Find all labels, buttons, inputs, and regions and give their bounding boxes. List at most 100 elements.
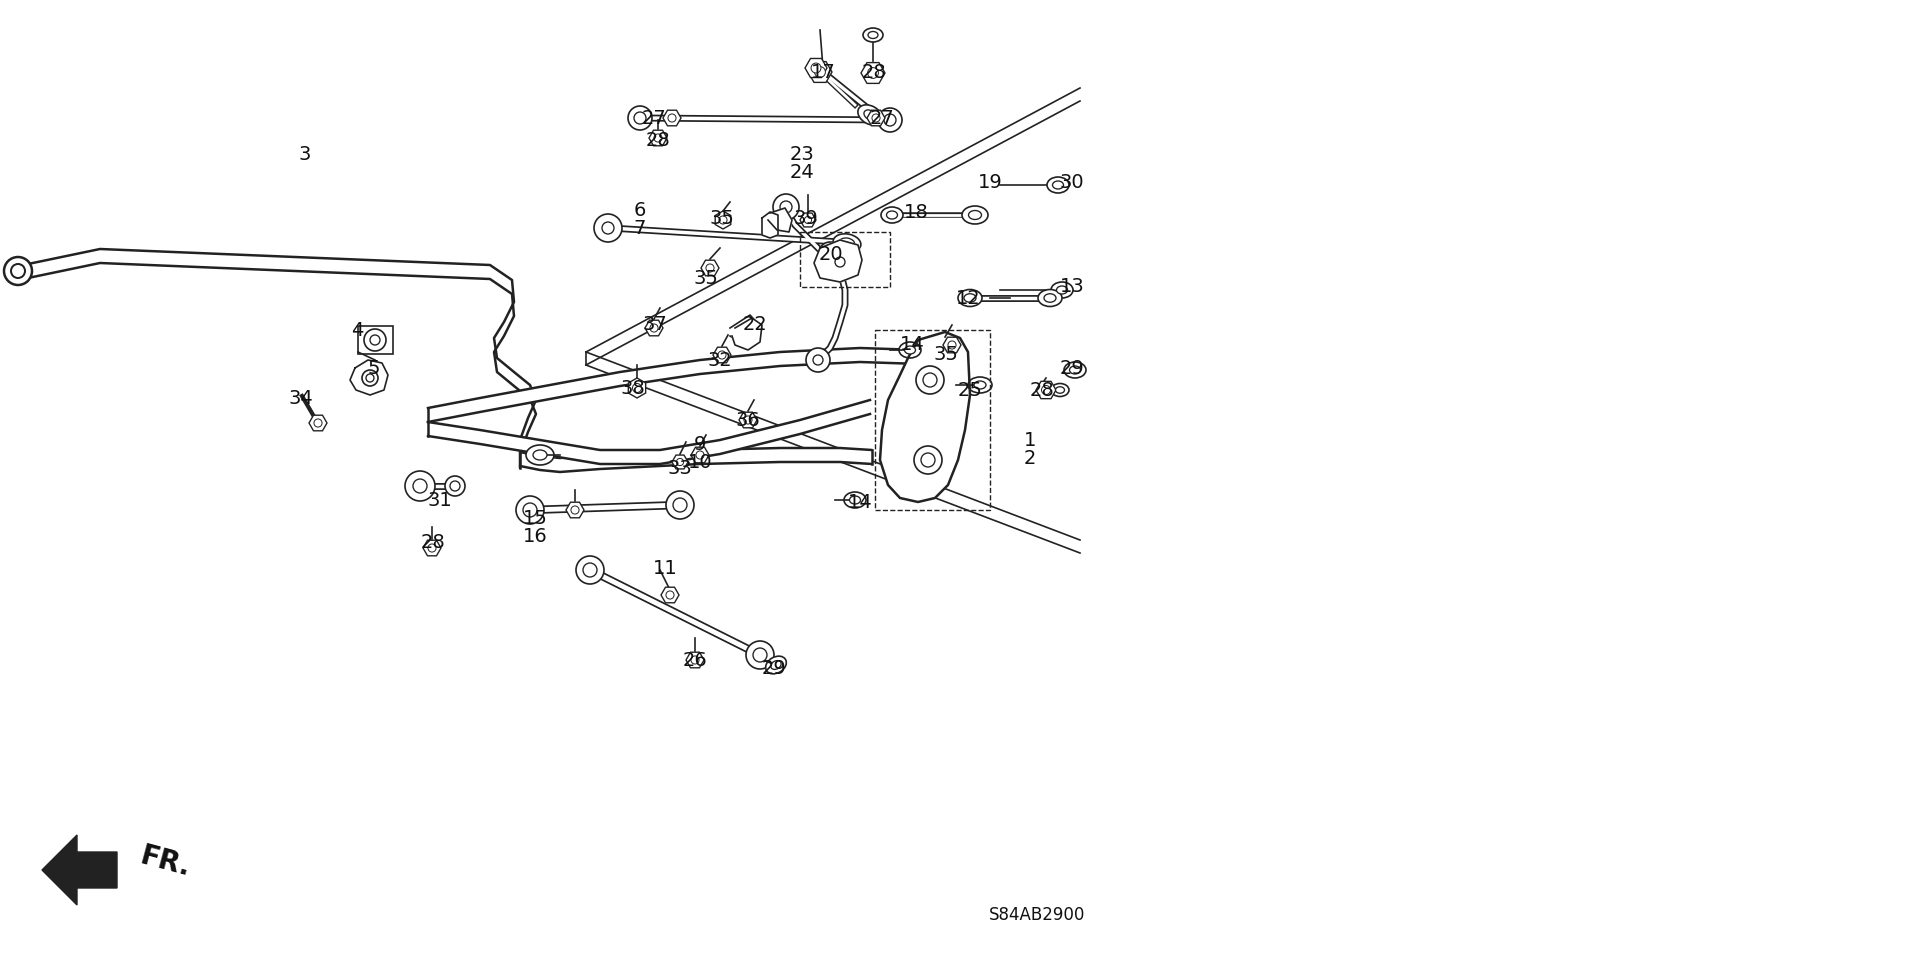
Text: 39: 39 — [793, 208, 818, 228]
Polygon shape — [943, 337, 962, 352]
Circle shape — [405, 471, 436, 501]
Circle shape — [718, 351, 726, 359]
Circle shape — [628, 106, 653, 130]
Ellipse shape — [962, 206, 989, 224]
Text: 12: 12 — [956, 289, 981, 307]
Circle shape — [774, 194, 799, 220]
Ellipse shape — [1056, 387, 1064, 394]
Text: 32: 32 — [708, 350, 732, 370]
Text: 11: 11 — [653, 559, 678, 578]
Circle shape — [877, 108, 902, 132]
Polygon shape — [428, 400, 870, 464]
Circle shape — [676, 459, 684, 466]
Polygon shape — [768, 208, 791, 232]
Circle shape — [747, 641, 774, 669]
Circle shape — [743, 416, 753, 424]
Ellipse shape — [839, 238, 854, 248]
Ellipse shape — [766, 656, 787, 674]
Polygon shape — [716, 211, 732, 229]
Polygon shape — [701, 260, 718, 276]
Polygon shape — [1037, 381, 1056, 398]
Bar — [876, 330, 991, 510]
Ellipse shape — [845, 492, 866, 508]
Text: 14: 14 — [900, 335, 924, 354]
Polygon shape — [428, 348, 920, 422]
Ellipse shape — [1039, 290, 1062, 306]
Circle shape — [603, 222, 614, 234]
Polygon shape — [801, 213, 816, 227]
Ellipse shape — [958, 290, 981, 306]
Circle shape — [924, 373, 937, 387]
Text: 27: 27 — [870, 108, 895, 128]
Circle shape — [695, 451, 705, 459]
Ellipse shape — [964, 294, 975, 302]
Text: FR.: FR. — [136, 842, 194, 882]
Circle shape — [1041, 386, 1050, 395]
Text: 35: 35 — [693, 269, 718, 287]
Circle shape — [655, 134, 662, 142]
Polygon shape — [732, 318, 762, 350]
Circle shape — [814, 66, 826, 78]
Ellipse shape — [968, 210, 981, 220]
Circle shape — [829, 251, 851, 273]
Ellipse shape — [899, 342, 922, 358]
Ellipse shape — [1044, 294, 1056, 302]
Ellipse shape — [881, 207, 902, 223]
Ellipse shape — [904, 346, 916, 354]
Text: 34: 34 — [288, 389, 313, 407]
Polygon shape — [309, 416, 326, 431]
Circle shape — [367, 374, 374, 382]
Text: 2: 2 — [1023, 448, 1037, 468]
Polygon shape — [520, 448, 872, 472]
Text: 30: 30 — [1060, 174, 1085, 193]
Ellipse shape — [1056, 286, 1068, 294]
Ellipse shape — [868, 32, 877, 38]
Polygon shape — [42, 835, 117, 905]
Circle shape — [576, 556, 605, 584]
Circle shape — [593, 214, 622, 242]
Circle shape — [810, 63, 822, 73]
Polygon shape — [712, 348, 732, 363]
Circle shape — [445, 476, 465, 496]
Circle shape — [315, 419, 323, 427]
Ellipse shape — [526, 445, 555, 465]
Circle shape — [780, 201, 791, 213]
Text: 4: 4 — [351, 321, 363, 340]
Ellipse shape — [1050, 282, 1073, 298]
Polygon shape — [879, 332, 970, 502]
Circle shape — [707, 264, 714, 272]
Text: 14: 14 — [847, 492, 872, 512]
Circle shape — [674, 498, 687, 512]
Circle shape — [428, 544, 436, 552]
Circle shape — [666, 591, 674, 599]
Circle shape — [812, 355, 824, 365]
Circle shape — [835, 257, 845, 267]
Text: 28: 28 — [645, 131, 670, 150]
Text: 33: 33 — [668, 459, 693, 477]
Polygon shape — [814, 240, 862, 282]
Text: 26: 26 — [684, 651, 707, 669]
Circle shape — [948, 341, 956, 349]
Text: 25: 25 — [958, 380, 983, 399]
Text: 22: 22 — [743, 316, 768, 334]
Circle shape — [651, 324, 659, 332]
Text: 27: 27 — [641, 108, 666, 128]
Text: 24: 24 — [789, 163, 814, 182]
Circle shape — [522, 503, 538, 517]
Text: 36: 36 — [735, 411, 760, 429]
Ellipse shape — [1052, 181, 1064, 189]
Text: 1: 1 — [1023, 430, 1037, 449]
Polygon shape — [566, 502, 584, 517]
Circle shape — [883, 114, 897, 126]
Text: 18: 18 — [904, 204, 929, 223]
Circle shape — [584, 563, 597, 577]
Circle shape — [916, 366, 945, 394]
Polygon shape — [691, 447, 708, 463]
Circle shape — [666, 491, 693, 519]
Polygon shape — [860, 62, 885, 84]
Circle shape — [804, 216, 812, 224]
Polygon shape — [422, 540, 442, 556]
Circle shape — [371, 335, 380, 345]
Polygon shape — [349, 360, 388, 395]
Ellipse shape — [849, 496, 860, 504]
